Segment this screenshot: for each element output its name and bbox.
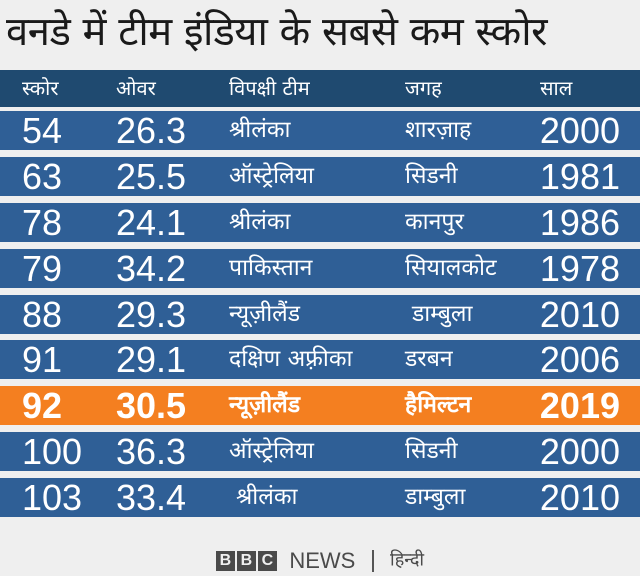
year-cell: 2006 — [539, 339, 620, 380]
overs-cell: 24.1 — [116, 202, 187, 243]
opponent-cell: श्रीलंका — [229, 117, 291, 143]
overs-cell: 29.3 — [116, 294, 187, 335]
footer-divider — [371, 549, 374, 572]
overs-cell: 34.2 — [116, 248, 187, 289]
score-cell: 79 — [22, 248, 63, 289]
bbc-logo-letter: C — [257, 550, 277, 571]
year-cell: 2010 — [539, 477, 620, 518]
venue-cell: डाम्बुला — [405, 484, 466, 510]
score-cell: 91 — [22, 339, 63, 380]
opponent-cell: ऑस्ट्रेलिया — [229, 438, 314, 464]
header-opponent: विपक्षी टीम — [229, 76, 310, 100]
opponent-cell: न्यूज़ीलैंड — [229, 301, 301, 327]
score-cell: 100 — [22, 431, 83, 472]
page-title: वनडे में टीम इंडिया के सबसे कम स्कोर — [6, 9, 547, 55]
table-row: 78 24.1 श्रीलंका कानपुर 1986 — [0, 203, 640, 242]
score-cell: 63 — [22, 156, 63, 197]
overs-cell: 26.3 — [116, 110, 187, 151]
opponent-cell: श्रीलंका — [229, 209, 291, 235]
venue-cell: सियालकोट — [405, 255, 497, 281]
overs-cell: 30.5 — [116, 385, 187, 426]
table-row: 63 25.5 ऑस्ट्रेलिया सिडनी 1981 — [0, 157, 640, 196]
opponent-cell: दक्षिण अफ़्रीका — [229, 346, 353, 372]
venue-cell: डाम्बुला — [412, 301, 473, 327]
year-cell: 2019 — [539, 385, 620, 426]
language-label: हिन्दी — [390, 549, 425, 571]
table-row: 91 29.1 दक्षिण अफ़्रीका डरबन 2006 — [0, 340, 640, 379]
score-cell: 103 — [22, 477, 83, 518]
table-row: 100 36.3 ऑस्ट्रेलिया सिडनी 2000 — [0, 432, 640, 471]
venue-cell: डरबन — [405, 346, 453, 372]
score-cell: 54 — [22, 110, 63, 151]
news-wordmark: NEWS — [289, 547, 356, 573]
score-cell: 92 — [22, 385, 63, 426]
year-cell: 2010 — [539, 294, 620, 335]
score-cell: 78 — [22, 202, 63, 243]
table-row: 79 34.2 पाकिस्तान सियालकोट 1978 — [0, 249, 640, 288]
table-header: स्कोर ओवर विपक्षी टीम जगह साल — [0, 70, 640, 107]
overs-cell: 29.1 — [116, 339, 187, 380]
table-row-highlighted: 92 30.5 न्यूज़ीलैंड हैमिल्टन 2019 — [0, 386, 640, 425]
score-cell: 88 — [22, 294, 63, 335]
year-cell: 1986 — [539, 202, 620, 243]
opponent-cell: श्रीलंका — [236, 484, 298, 510]
opponent-cell: ऑस्ट्रेलिया — [229, 163, 314, 189]
venue-cell: हैमिल्टन — [405, 392, 472, 418]
bbc-logo-letter: B — [236, 550, 256, 571]
overs-cell: 25.5 — [116, 156, 187, 197]
opponent-cell: पाकिस्तान — [229, 255, 313, 281]
year-cell: 1978 — [539, 248, 620, 289]
overs-cell: 36.3 — [116, 431, 187, 472]
venue-cell: सिडनी — [405, 438, 458, 464]
venue-cell: सिडनी — [405, 163, 458, 189]
header-score: स्कोर — [22, 76, 59, 100]
header-overs: ओवर — [116, 76, 156, 100]
opponent-cell: न्यूज़ीलैंड — [229, 392, 301, 418]
overs-cell: 33.4 — [116, 477, 187, 518]
table-row: 103 33.4 श्रीलंका डाम्बुला 2010 — [0, 478, 640, 517]
table-row: 54 26.3 श्रीलंका शारज़ाह 2000 — [0, 111, 640, 150]
header-year: साल — [540, 76, 573, 100]
year-cell: 1981 — [539, 156, 620, 197]
year-cell: 2000 — [539, 110, 620, 151]
venue-cell: शारज़ाह — [405, 117, 472, 143]
table-row: 88 29.3 न्यूज़ीलैंड डाम्बुला 2010 — [0, 295, 640, 334]
venue-cell: कानपुर — [405, 209, 464, 235]
year-cell: 2000 — [539, 431, 620, 472]
bbc-logo-letter: B — [215, 550, 235, 571]
header-venue: जगह — [405, 76, 442, 100]
